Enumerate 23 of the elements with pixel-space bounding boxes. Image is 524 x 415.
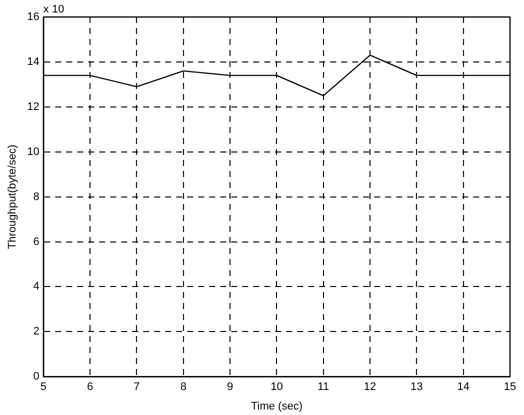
y-tick-label: 10 [27,146,40,158]
y-tick-label: 16 [27,11,40,24]
x-tick-label: 13 [410,381,423,394]
text: x 10 [43,4,64,16]
y-tick-label: 8 [33,190,40,203]
x-tick-label: 15 [504,381,516,394]
y-axis-title: Throughput(byte/sec) [6,144,19,250]
x-tick-label: 10 [270,381,283,394]
y-tick-label: 4 [33,280,40,293]
x-tick-label: 7 [134,381,140,394]
y-tick-label: 0 [33,370,40,383]
x-tick-label: 11 [318,381,330,394]
x-axis-title: Time (sec) [250,400,302,412]
x-tick-label: 6 [87,381,94,394]
y-tick-label: 2 [33,326,40,338]
y-tick-label: 12 [27,100,40,113]
x-tick-label: 14 [457,381,470,394]
y-tick-label: 14 [27,56,40,68]
x-tick-label: 5 [40,381,46,394]
x-tick-label: 8 [180,381,186,394]
x-tick-label: 9 [227,381,234,394]
x-tick-label: 12 [364,381,376,394]
y-tick-label: 6 [33,236,40,248]
